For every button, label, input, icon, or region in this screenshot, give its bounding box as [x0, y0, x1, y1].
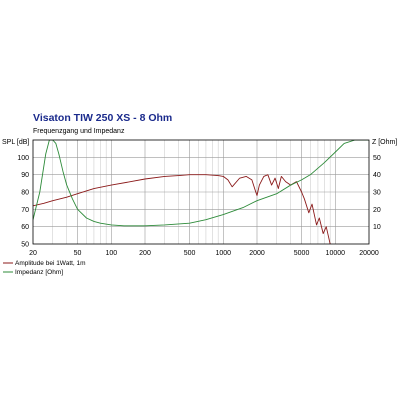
- y-left-tick-label: 60: [21, 224, 29, 231]
- chart-subtitle: Frequenzgang und Impedanz: [33, 128, 125, 135]
- y-left-tick-label: 80: [21, 190, 29, 197]
- legend: Amplitude bei 1Watt, 1m Impedanz [Ohm]: [3, 260, 86, 276]
- y-left-tick-label: 100: [17, 155, 29, 162]
- y-right-axis-label: Z [Ohm]: [372, 139, 397, 146]
- amplitude-series-line: [33, 174, 331, 244]
- y-right-tick-label: 40: [373, 172, 381, 179]
- x-axis: 20 50 100 200 500 1000 2000 5000 10000 20000: [29, 250, 379, 257]
- y-right-tick-label: 50: [373, 155, 381, 162]
- chart-title: Visaton TIW 250 XS - 8 Ohm: [33, 112, 172, 124]
- impedance-series-line: [33, 140, 369, 227]
- x-tick-label: 200: [139, 250, 151, 257]
- legend-label: Impedanz [Ohm]: [15, 269, 63, 276]
- plot-frame: [32, 139, 370, 245]
- x-tick-label: 10000: [326, 250, 346, 257]
- grid: [33, 140, 369, 244]
- x-tick-label: 1000: [215, 250, 231, 257]
- series-layer: [33, 140, 369, 244]
- x-tick-label: 20000: [359, 250, 379, 257]
- x-tick-label: 50: [74, 250, 82, 257]
- y-left-tick-label: 50: [21, 242, 29, 249]
- y-left-tick-label: 90: [21, 172, 29, 179]
- y-right-tick-label: 30: [373, 190, 381, 197]
- y-right-tick-label: 10: [373, 224, 381, 231]
- x-tick-label: 100: [105, 250, 117, 257]
- y-left-axis-label: SPL [dB]: [2, 139, 29, 146]
- x-tick-label: 2000: [249, 250, 265, 257]
- x-tick-label: 5000: [294, 250, 310, 257]
- y-left-tick-label: 70: [21, 207, 29, 214]
- x-tick-label: 500: [184, 250, 196, 257]
- y-left-axis: 50 60 70 80 90 100: [17, 155, 29, 249]
- y-right-axis: 10 20 30 40 50: [373, 155, 381, 231]
- x-tick-label: 20: [29, 250, 37, 257]
- legend-label: Amplitude bei 1Watt, 1m: [15, 260, 86, 267]
- y-right-tick-label: 20: [373, 207, 381, 214]
